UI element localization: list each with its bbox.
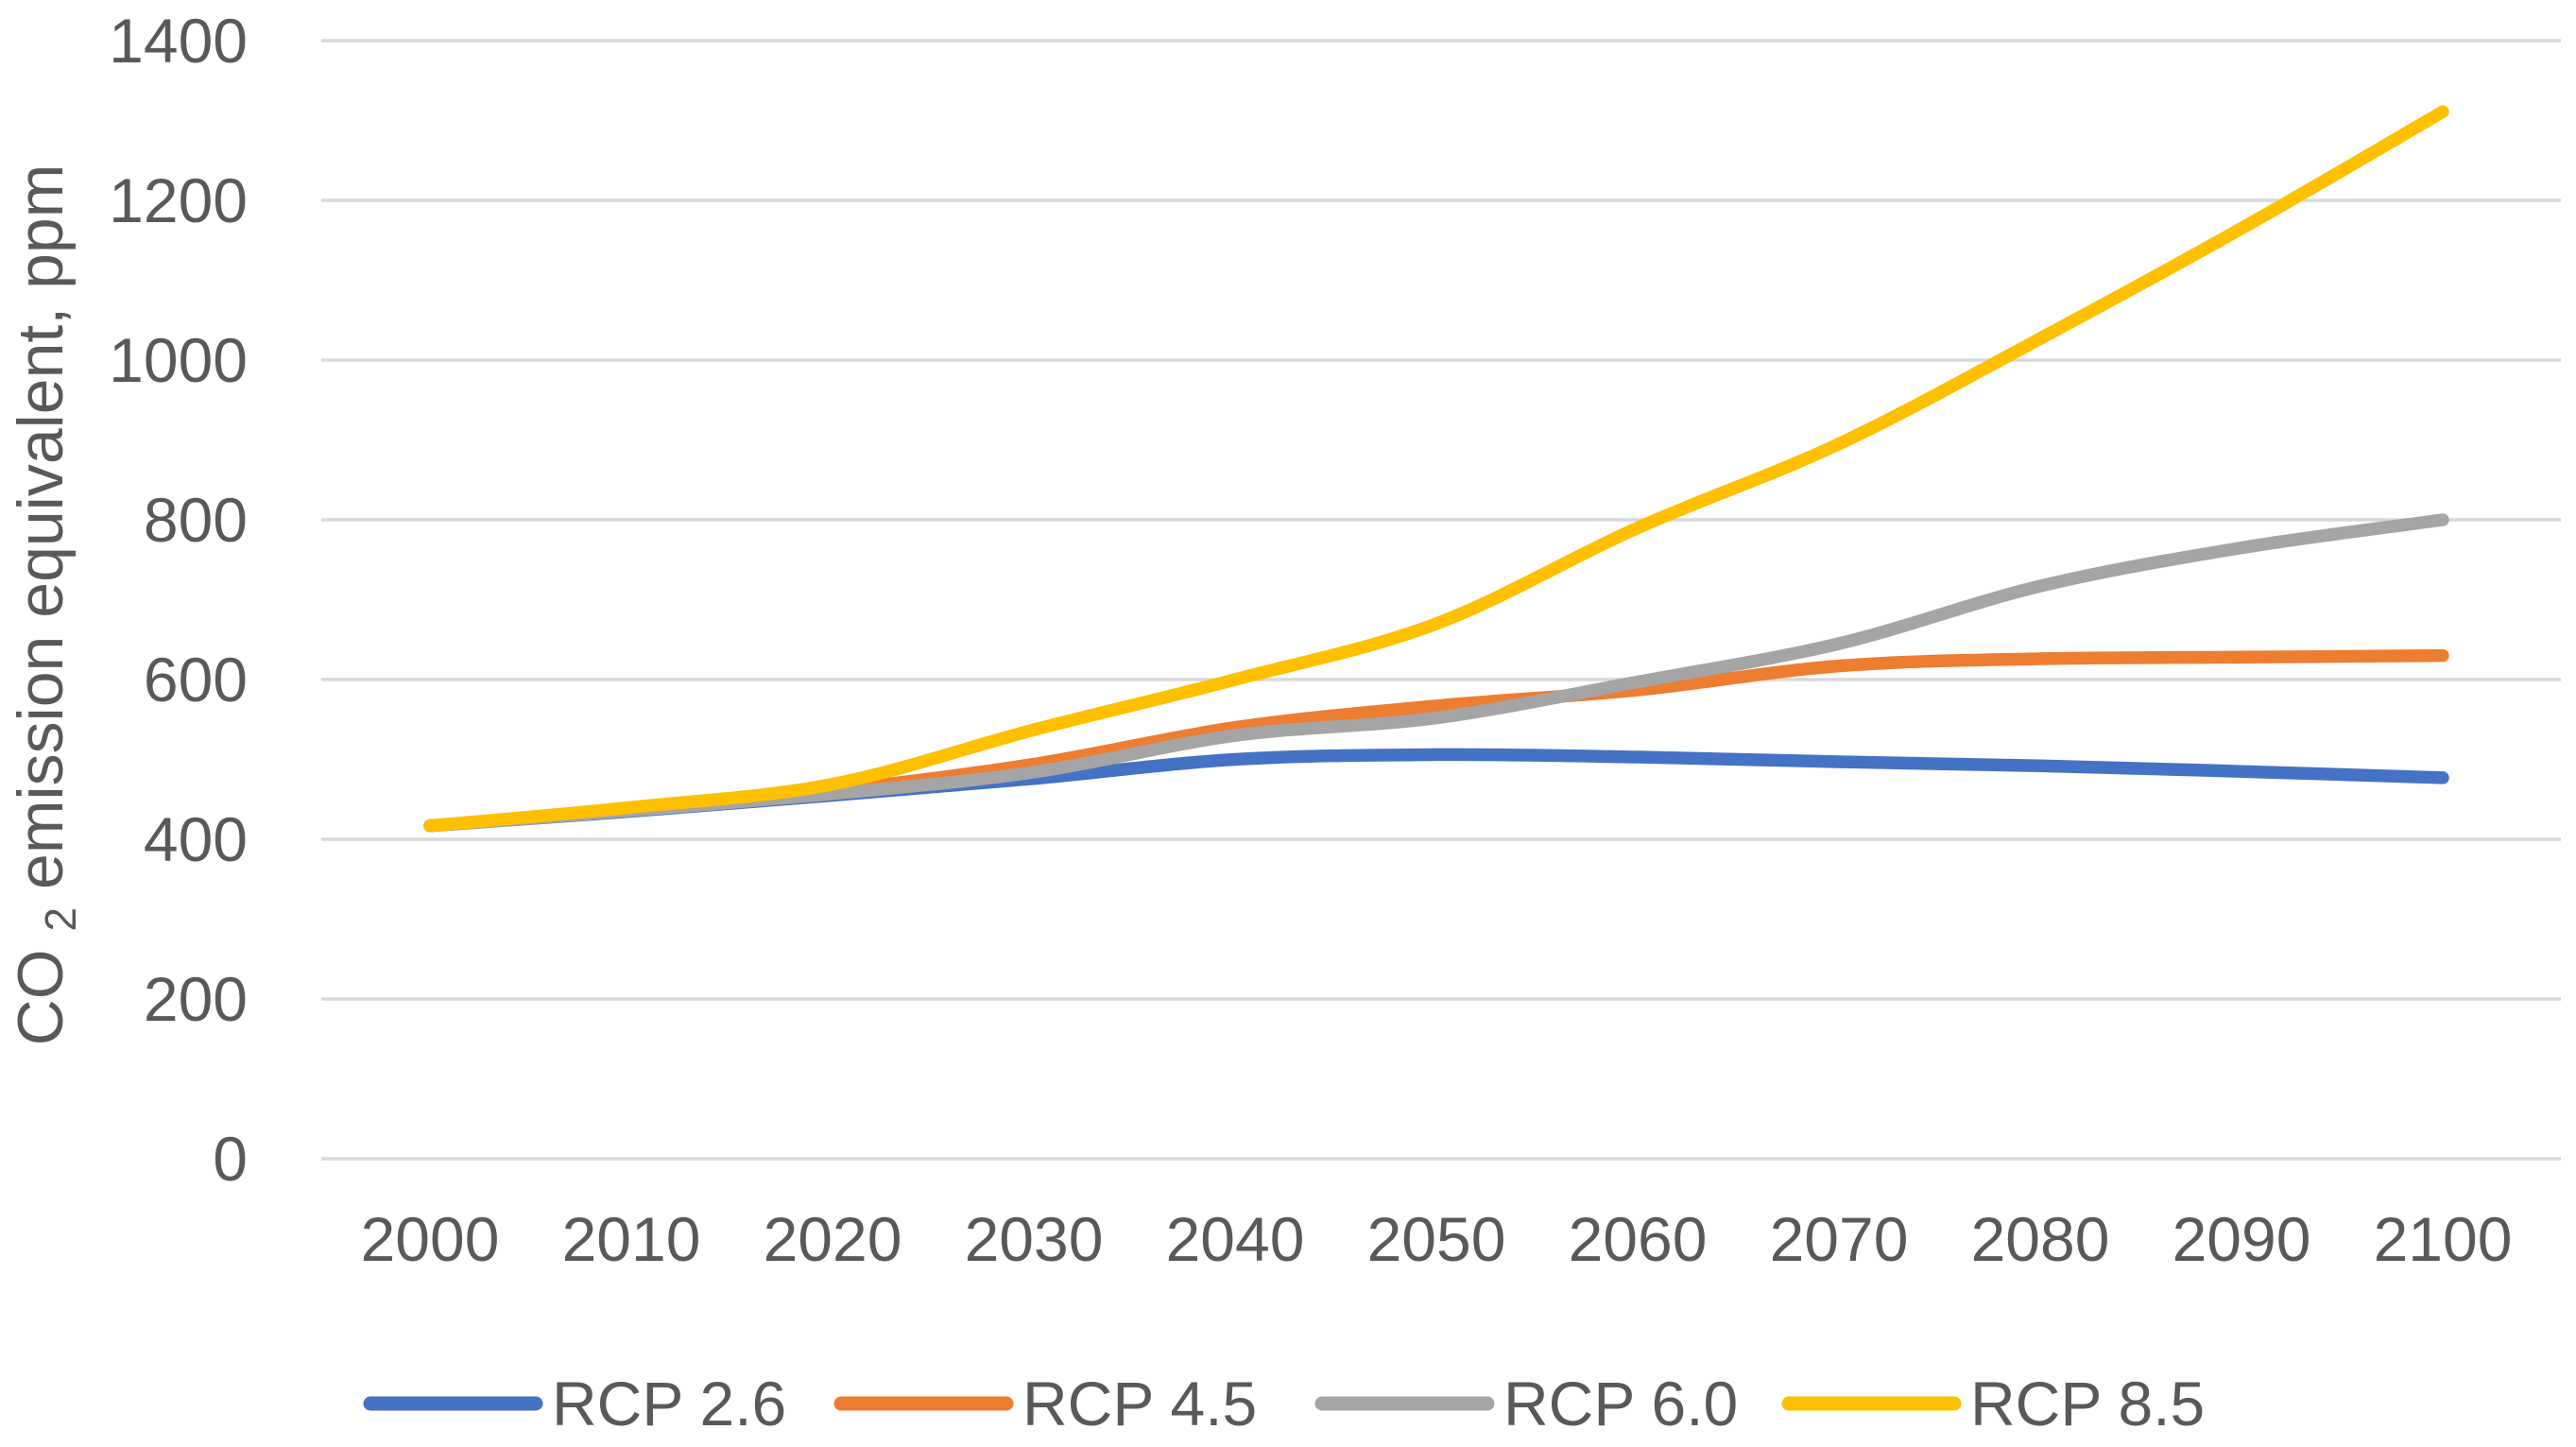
legend: RCP 2.6 RCP 4.5 RCP 6.0 RCP 8.5 <box>363 1369 2205 1438</box>
series-line-rcp-2-6 <box>423 748 2449 833</box>
x-tick-label: 2050 <box>1367 1204 1506 1274</box>
x-tick-label: 2070 <box>1770 1204 1909 1274</box>
x-tick-label: 2000 <box>361 1204 500 1274</box>
y-tick-label: 800 <box>144 485 248 555</box>
y-axis-title-main: CO <box>5 949 77 1045</box>
gridlines <box>321 39 2561 1161</box>
y-tick-label: 1400 <box>109 6 248 76</box>
series-line-rcp-8-5 <box>423 105 2449 833</box>
y-tick-label: 400 <box>144 804 248 874</box>
y-tick-label: 1200 <box>109 165 248 235</box>
y-axis-tick-labels: 0 200 400 600 800 1000 1200 1400 <box>109 6 248 1194</box>
x-tick-label: 2030 <box>965 1204 1104 1274</box>
legend-label-rcp-8-5: RCP 8.5 <box>1970 1369 2205 1438</box>
y-tick-label: 200 <box>144 964 248 1034</box>
y-axis-title-subscript: 2 <box>36 907 85 932</box>
x-tick-label: 2040 <box>1166 1204 1305 1274</box>
y-axis-title: CO 2 emission equivalent, ppm <box>5 164 90 1046</box>
series-line-rcp-6-0 <box>423 513 2449 833</box>
x-tick-label: 2090 <box>2172 1204 2311 1274</box>
x-tick-label: 2010 <box>562 1204 701 1274</box>
x-axis-tick-labels: 2000 2010 2020 2030 2040 2050 2060 2070 2080 2090… <box>361 1204 2513 1274</box>
y-tick-label: 600 <box>144 645 248 715</box>
x-tick-label: 2080 <box>1971 1204 2110 1274</box>
legend-label-rcp-2-6: RCP 2.6 <box>552 1369 786 1438</box>
x-tick-label: 2100 <box>2374 1204 2513 1274</box>
x-tick-label: 2020 <box>764 1204 902 1274</box>
y-axis-title-rest: emission equivalent, ppm <box>5 164 77 889</box>
legend-label-rcp-6-0: RCP 6.0 <box>1503 1369 1738 1438</box>
legend-label-rcp-4-5: RCP 4.5 <box>1022 1369 1257 1438</box>
y-tick-label: 0 <box>213 1124 248 1194</box>
x-tick-label: 2060 <box>1569 1204 1708 1274</box>
series-lines <box>423 105 2449 833</box>
y-tick-label: 1000 <box>109 325 248 395</box>
